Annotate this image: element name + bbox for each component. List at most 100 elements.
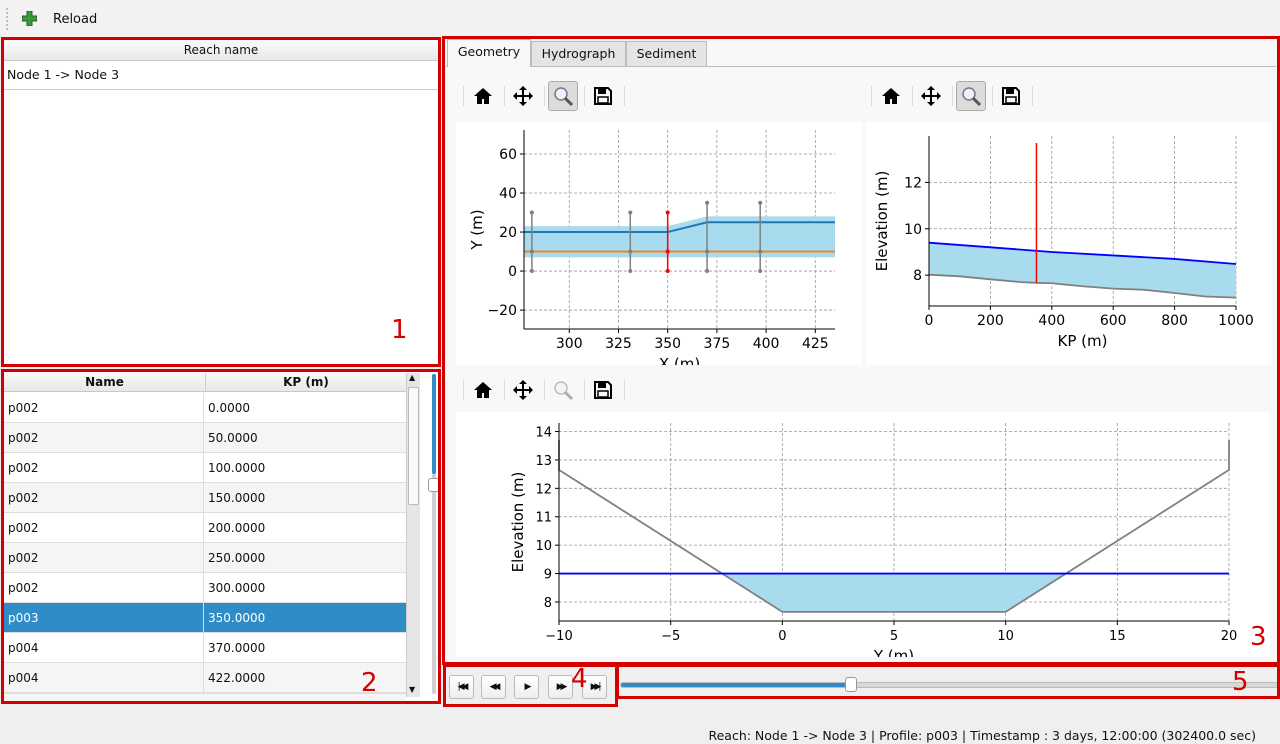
y-tick-label: 12 (535, 482, 552, 497)
profile-name-cell: p002 (4, 573, 204, 603)
zoom-icon (962, 87, 981, 106)
last-button[interactable]: ▶▶| (582, 675, 607, 699)
water-band (524, 216, 835, 258)
x-tick-label: 800 (1161, 313, 1188, 329)
tab-hydrograph[interactable]: Hydrograph (531, 41, 626, 66)
save-button[interactable] (588, 81, 618, 111)
save-button[interactable] (996, 81, 1026, 111)
table-row-partial[interactable] (4, 693, 406, 702)
home-button[interactable] (468, 81, 498, 111)
y-tick-label: 10 (904, 222, 922, 238)
profile-table[interactable]: Name KP (m) p002 0.0000 p002 50.0000 p002 100… (2, 370, 440, 702)
first-icon: |◀◀ (457, 682, 469, 692)
table-row[interactable]: p004 422.0000 (4, 663, 406, 693)
tab-geometry[interactable]: Geometry (447, 39, 531, 67)
reach-list[interactable]: Reach name Node 1 -> Node 3 (2, 38, 440, 366)
last-icon: ▶▶| (590, 682, 602, 692)
panel-3-highlight (442, 36, 1280, 665)
toolbar-separator (463, 86, 464, 106)
y-tick-label: 11 (535, 511, 552, 526)
profile-point (529, 210, 534, 215)
play-icon: ▶ (524, 682, 532, 692)
toolbar-separator (952, 86, 953, 106)
first-button[interactable]: |◀◀ (449, 675, 474, 699)
table-row[interactable]: p004 370.0000 (4, 633, 406, 663)
zoom-icon (554, 381, 573, 400)
x-tick-label: 600 (1100, 313, 1127, 329)
toolbar-separator (624, 380, 625, 400)
tab-sediment[interactable]: Sediment (626, 41, 707, 66)
profile-name-cell: p004 (4, 633, 204, 663)
timeline-slider[interactable] (620, 677, 1278, 692)
kp-column-header[interactable]: KP (m) (206, 373, 406, 392)
x-tick-label: 0 (925, 313, 934, 329)
rewind-button[interactable]: ◀◀ (481, 675, 506, 699)
table-row[interactable]: p002 200.0000 (4, 513, 406, 543)
profile-kp-cell: 200.0000 (204, 513, 406, 543)
move-button[interactable] (508, 375, 538, 405)
move-button[interactable] (916, 81, 946, 111)
y-tick-label: 8 (913, 268, 922, 284)
zoom-button[interactable] (548, 375, 578, 405)
toolbar-separator (463, 380, 464, 400)
x-tick-label: 15 (1109, 629, 1126, 644)
save-button[interactable] (588, 375, 618, 405)
y-tick-label: 8 (544, 596, 552, 611)
panel-5-marker: 5 (1232, 667, 1249, 697)
table-row[interactable]: p003 350.0000 (4, 603, 406, 633)
reach-row[interactable]: Node 1 -> Node 3 (4, 61, 438, 90)
profile-kp-cell: 350.0000 (204, 603, 406, 633)
home-button[interactable] (876, 81, 906, 111)
tab-bar-line (446, 66, 1276, 67)
y-tick-label: 10 (535, 539, 552, 554)
move-button[interactable] (508, 81, 538, 111)
zoom-button[interactable] (548, 81, 578, 111)
panel-4-marker: 4 (571, 664, 588, 694)
panel-1-highlight (1, 37, 441, 367)
table-row[interactable]: p002 0.0000 (4, 393, 406, 423)
table-row[interactable]: p002 300.0000 (4, 573, 406, 603)
reload-button[interactable]: Reload (18, 8, 108, 32)
y-axis-label: Y (m) (468, 209, 486, 250)
profile-name-cell: p002 (4, 393, 204, 423)
planimetry-chart[interactable]: 300 325 350 375 400 425 −20 0 20 40 60 X (m) Y (m) (456, 122, 862, 365)
save-icon (594, 381, 612, 399)
toolbar-separator (544, 380, 545, 400)
x-tick-label: 10 (997, 629, 1014, 644)
x-tick-label: 1000 (1218, 313, 1254, 329)
timeline-handle[interactable] (844, 677, 857, 692)
profile-kp-cell: 0.0000 (204, 393, 406, 423)
profile-kp-cell: 250.0000 (204, 543, 406, 573)
save-icon (594, 87, 612, 105)
profile-point (628, 210, 633, 215)
profile-kp-cell: 422.0000 (204, 663, 406, 693)
toolbar-separator (504, 380, 505, 400)
table-row[interactable]: p002 150.0000 (4, 483, 406, 513)
table-row[interactable]: p002 100.0000 (4, 453, 406, 483)
scroll-thumb[interactable] (408, 387, 419, 505)
table-row[interactable]: p002 50.0000 (4, 423, 406, 453)
home-button[interactable] (468, 375, 498, 405)
zoom-button[interactable] (956, 81, 986, 111)
play-button[interactable]: ▶ (514, 675, 539, 699)
profile-name-cell: p003 (4, 603, 204, 633)
fast-forward-icon: ▶▶ (556, 682, 568, 692)
panel-2-marker: 2 (361, 668, 378, 698)
x-tick-label: 300 (556, 336, 583, 352)
cross-section-chart[interactable]: −10 −5 0 5 10 15 20 8 9 10 11 12 13 14 Y (m) Elevation … (456, 412, 1270, 657)
scroll-down-arrow[interactable]: ▼ (409, 685, 416, 694)
x-tick-label: 200 (977, 313, 1004, 329)
profile-point (665, 269, 670, 274)
profile-kp-cell: 300.0000 (204, 573, 406, 603)
reach-name-header[interactable]: Reach name (4, 41, 438, 61)
scroll-up-arrow[interactable]: ▲ (409, 373, 416, 382)
fast-forward-button[interactable]: ▶▶ (548, 675, 573, 699)
bed-line (928, 273, 1237, 299)
toolbar-separator (544, 86, 545, 106)
y-tick-label: 0 (508, 264, 517, 280)
name-column-header[interactable]: Name (4, 373, 206, 392)
table-scrollbar[interactable]: ▲ ▼ (406, 373, 420, 697)
toolbar-grip[interactable] (6, 8, 10, 30)
longitudinal-profile-chart[interactable]: 0 200 400 600 800 1000 8 10 12 KP (m) Elevation (m… (866, 122, 1272, 365)
table-row[interactable]: p002 250.0000 (4, 543, 406, 573)
